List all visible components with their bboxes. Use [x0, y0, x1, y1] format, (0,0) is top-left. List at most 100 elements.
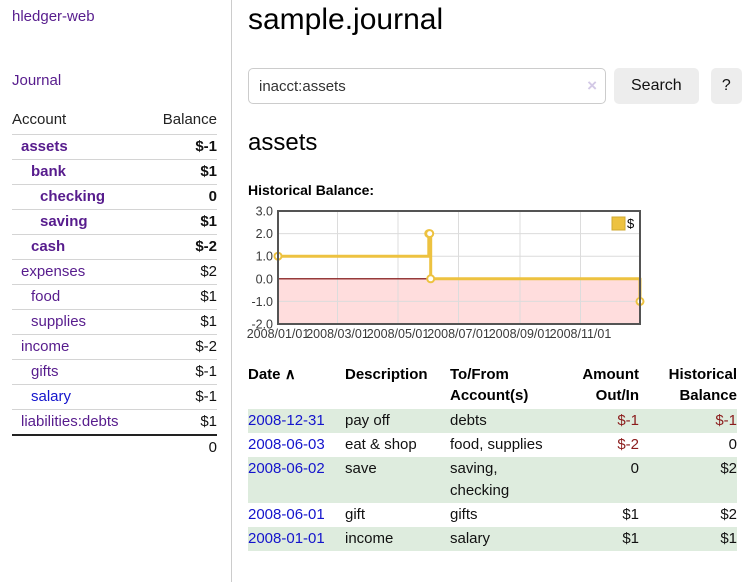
sidebar-account-bank[interactable]: bank — [31, 163, 67, 180]
accounts-col-account: Account — [12, 111, 67, 128]
account-row: supplies $1 — [12, 309, 217, 335]
register-cell-description: save — [345, 460, 377, 477]
register-cell-date: 2008-06-01 — [248, 503, 345, 527]
search-input[interactable] — [248, 68, 606, 104]
register-header-row: Date ∧ Description To/From Account(s) Am… — [248, 363, 737, 409]
register-cell-description: eat & shop — [345, 436, 417, 453]
account-row: expenses $2 — [12, 259, 217, 285]
account-balance: $2 — [147, 259, 217, 285]
account-row: salary $-1 — [12, 384, 217, 410]
register-cell-accounts: gifts — [450, 506, 478, 523]
chart-data-point — [426, 274, 436, 284]
register-col-date: Date ∧ — [248, 363, 345, 409]
sidebar-account-supplies[interactable]: supplies — [31, 313, 87, 330]
account-balance: $-2 — [147, 334, 217, 360]
chart-y-tick-label: 1.0 — [256, 250, 273, 264]
historical-balance-chart: 3.0 2.0 1.0 0.0 -1.0 -2.02008/01/012008/03/01… — [247, 205, 645, 341]
account-balance: $-1 — [147, 359, 217, 385]
register-date-link[interactable]: 2008-12-31 — [248, 412, 325, 429]
register-cell-amount: $1 — [622, 530, 639, 547]
account-row: saving $1 — [12, 209, 217, 235]
account-row: food $1 — [12, 284, 217, 310]
account-row: liabilities:debts $1 — [12, 409, 217, 435]
sidebar-account-cash[interactable]: cash — [31, 238, 66, 255]
chart-y-tick-label: 3.0 — [256, 205, 273, 219]
page-title: sample.journal — [248, 3, 444, 36]
account-balance: $1 — [147, 209, 217, 235]
sidebar-account-income[interactable]: income — [21, 338, 70, 355]
search-button[interactable]: Search — [614, 68, 699, 104]
brand-link[interactable]: hledger-web — [12, 8, 95, 25]
register-cell-amount: $-2 — [617, 436, 639, 453]
sidebar-account-gifts[interactable]: gifts — [31, 363, 59, 380]
register-cell-accounts: saving, checking — [450, 460, 510, 499]
accounts-total-value: 0 — [12, 434, 217, 460]
register-cell-amount: $-1 — [617, 412, 639, 429]
register-date-link[interactable]: 2008-06-02 — [248, 460, 325, 477]
account-balance: $1 — [147, 309, 217, 335]
register-cell-amount: 0 — [630, 460, 639, 477]
sidebar-account-food[interactable]: food — [31, 288, 61, 305]
sidebar-account-checking[interactable]: checking — [40, 188, 106, 205]
account-row: gifts $-1 — [12, 359, 217, 385]
search-bar: × Search ? — [248, 68, 742, 104]
sidebar-account-salary[interactable]: salary — [31, 388, 72, 405]
help-button[interactable]: ? — [710, 68, 742, 104]
account-balance: $1 — [147, 409, 217, 435]
register-cell-date: 2008-12-31 — [248, 409, 345, 433]
sidebar: hledger-web Journal Account Balance asse… — [0, 0, 232, 582]
sidebar-account-saving[interactable]: saving — [40, 213, 88, 230]
chart-y-tick-label: 0.0 — [256, 272, 273, 286]
chart-x-tick-label: 2008/11/01 — [550, 327, 612, 341]
register-row: 2008-06-03 eat & shop food, supplies $-2 0 — [248, 433, 737, 457]
account-row: bank $1 — [12, 159, 217, 185]
accounts-table: Account Balance assets $-1 bank $1 checking 0… — [12, 108, 217, 460]
register-date-link[interactable]: 2008-06-03 — [248, 436, 325, 453]
register-cell-balance: $2 — [720, 460, 737, 477]
register-cell-balance: $-1 — [715, 412, 737, 429]
register-cell-date: 2008-01-01 — [248, 527, 345, 551]
chart-legend-label: $ — [627, 216, 635, 231]
account-balance: $-1 — [147, 134, 217, 160]
account-row: assets $-1 — [12, 134, 217, 160]
register-cell-description: income — [345, 530, 394, 547]
register-col-description: Description — [345, 366, 428, 383]
account-balance: $-1 — [147, 384, 217, 410]
sidebar-account-liabilities-debts[interactable]: liabilities:debts — [21, 413, 119, 430]
chart-data-point — [425, 229, 435, 239]
register-cell-balance: $1 — [720, 530, 737, 547]
chart-title: Historical Balance: — [248, 182, 375, 198]
register-row: 2008-06-02 save saving, checking 0 $2 — [248, 457, 737, 503]
account-balance: $1 — [147, 284, 217, 310]
account-balance: $-2 — [147, 234, 217, 260]
chart-border — [277, 210, 641, 325]
register-cell-date: 2008-06-02 — [248, 457, 345, 503]
chart-x-tick-label: 2008/07/01 — [427, 327, 490, 341]
clear-search-icon[interactable]: × — [587, 76, 597, 95]
account-row: checking 0 — [12, 184, 217, 210]
register-table: Date ∧ Description To/From Account(s) Am… — [248, 363, 737, 551]
register-date-link[interactable]: 2008-06-01 — [248, 506, 325, 523]
register-date-link[interactable]: 2008-01-01 — [248, 530, 325, 547]
chart-legend-swatch — [611, 216, 626, 231]
chart-y-tick-label: -1.0 — [251, 295, 273, 309]
register-row: 2008-01-01 income salary $1 $1 — [248, 527, 737, 551]
main-content: sample.journal × Search ? assets Histori… — [232, 0, 742, 551]
register-col-date-label: Date — [248, 366, 281, 383]
register-cell-balance: 0 — [728, 436, 737, 453]
register-cell-accounts: food, supplies — [450, 436, 543, 453]
register-row: 2008-12-31 pay off debts $-1 $-1 — [248, 409, 737, 433]
accounts-total-row: 0 — [12, 434, 217, 460]
sidebar-item-journal[interactable]: Journal — [12, 72, 62, 89]
register-cell-accounts: debts — [450, 412, 487, 429]
sidebar-account-assets[interactable]: assets — [21, 138, 68, 155]
register-cell-accounts: salary — [450, 530, 491, 547]
chart-y-tick-label: -2.0 — [251, 318, 273, 332]
register-cell-description: pay off — [345, 412, 390, 429]
chart-y-tick-label: 2.0 — [256, 227, 273, 241]
sidebar-account-expenses[interactable]: expenses — [21, 263, 86, 280]
register-row: 2008-06-01 gift gifts $1 $2 — [248, 503, 737, 527]
account-balance: 0 — [147, 184, 217, 210]
register-cell-date: 2008-06-03 — [248, 433, 345, 457]
register-cell-balance: $2 — [720, 506, 737, 523]
